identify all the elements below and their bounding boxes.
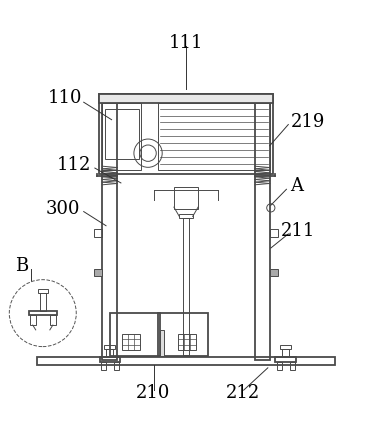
Bar xyxy=(122,333,140,350)
Bar xyxy=(158,103,270,170)
Bar xyxy=(102,94,117,360)
Bar xyxy=(94,229,102,237)
Bar xyxy=(158,313,208,356)
Bar xyxy=(50,315,56,325)
Bar xyxy=(255,94,270,360)
Bar xyxy=(174,186,198,209)
Bar xyxy=(105,108,139,159)
Bar xyxy=(29,311,57,315)
Bar xyxy=(160,330,164,356)
Text: B: B xyxy=(15,257,28,275)
Bar xyxy=(38,289,48,293)
Bar xyxy=(100,361,106,370)
Bar xyxy=(94,269,102,276)
Bar xyxy=(99,94,273,103)
Text: 110: 110 xyxy=(48,90,82,107)
Text: 211: 211 xyxy=(280,222,315,240)
Circle shape xyxy=(9,280,76,347)
Bar xyxy=(110,313,160,356)
Bar xyxy=(114,361,119,370)
Bar xyxy=(106,349,113,357)
Bar xyxy=(179,214,193,218)
Text: 219: 219 xyxy=(291,113,325,131)
Text: A: A xyxy=(291,177,303,195)
Bar xyxy=(178,333,196,350)
Bar xyxy=(37,357,335,365)
Bar xyxy=(270,269,278,276)
Bar xyxy=(104,345,115,349)
Bar xyxy=(30,315,36,325)
Bar xyxy=(282,349,289,357)
Text: 210: 210 xyxy=(135,384,170,402)
Text: 112: 112 xyxy=(57,156,92,174)
Bar xyxy=(100,357,120,361)
Bar xyxy=(289,361,295,370)
Text: 300: 300 xyxy=(45,200,80,218)
Text: 111: 111 xyxy=(169,35,203,52)
Bar xyxy=(277,361,282,370)
Bar xyxy=(270,229,278,237)
Bar xyxy=(99,94,273,174)
Text: 212: 212 xyxy=(225,384,260,402)
Bar xyxy=(183,218,189,355)
Bar xyxy=(275,357,296,361)
Bar xyxy=(40,293,46,311)
Bar xyxy=(280,345,291,349)
Bar xyxy=(102,103,141,170)
